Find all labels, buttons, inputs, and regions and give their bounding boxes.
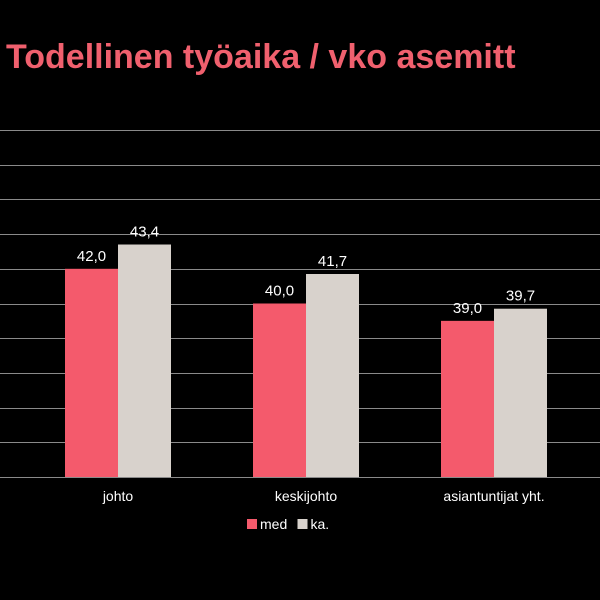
data-label: 43,4 [130, 224, 159, 241]
legend-label: med [260, 516, 287, 532]
bar-med-0 [65, 268, 118, 477]
data-label: 40,0 [265, 283, 294, 300]
data-label: 41,7 [318, 253, 347, 270]
bar-ka-0 [118, 244, 171, 477]
chart-title: Todellinen työaika / vko asemitt [6, 38, 516, 76]
bar-med-1 [253, 303, 306, 477]
x-tick-label: johto [102, 488, 134, 504]
bar-ka-2 [494, 308, 547, 477]
data-label: 39,7 [506, 288, 535, 305]
bar-med-2 [441, 320, 494, 477]
x-tick-label: keskijohto [275, 488, 337, 504]
data-label: 39,0 [453, 300, 482, 317]
legend-swatch [297, 519, 308, 529]
x-tick-label: asiantuntijat yht. [443, 488, 544, 504]
data-label: 42,0 [77, 248, 106, 265]
legend-swatch [247, 519, 257, 529]
bar-ka-1 [306, 274, 359, 477]
legend-label: ka. [311, 516, 330, 532]
